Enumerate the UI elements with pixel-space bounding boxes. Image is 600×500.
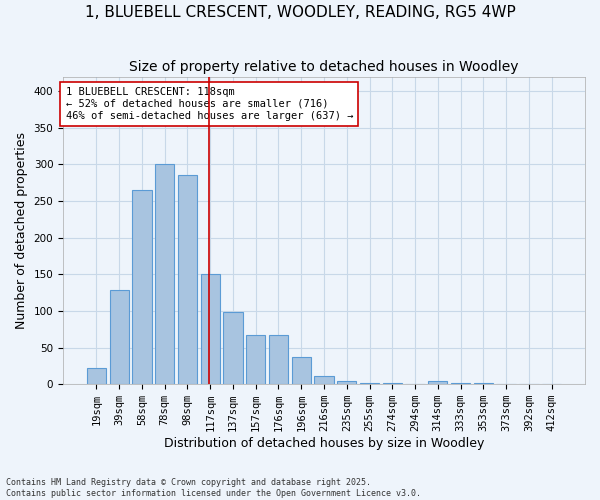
- Y-axis label: Number of detached properties: Number of detached properties: [15, 132, 28, 329]
- Bar: [132, 190, 152, 384]
- Bar: [292, 357, 311, 384]
- Bar: [451, 383, 470, 384]
- Bar: [87, 368, 106, 384]
- Text: 1, BLUEBELL CRESCENT, WOODLEY, READING, RG5 4WP: 1, BLUEBELL CRESCENT, WOODLEY, READING, …: [85, 5, 515, 20]
- X-axis label: Distribution of detached houses by size in Woodley: Distribution of detached houses by size …: [164, 437, 484, 450]
- Bar: [337, 380, 356, 384]
- Text: Contains HM Land Registry data © Crown copyright and database right 2025.
Contai: Contains HM Land Registry data © Crown c…: [6, 478, 421, 498]
- Bar: [223, 312, 242, 384]
- Title: Size of property relative to detached houses in Woodley: Size of property relative to detached ho…: [129, 60, 519, 74]
- Bar: [110, 290, 129, 384]
- Bar: [246, 335, 265, 384]
- Bar: [428, 382, 448, 384]
- Bar: [314, 376, 334, 384]
- Bar: [155, 164, 175, 384]
- Text: 1 BLUEBELL CRESCENT: 118sqm
← 52% of detached houses are smaller (716)
46% of se: 1 BLUEBELL CRESCENT: 118sqm ← 52% of det…: [65, 88, 353, 120]
- Bar: [269, 335, 288, 384]
- Bar: [178, 174, 197, 384]
- Bar: [200, 274, 220, 384]
